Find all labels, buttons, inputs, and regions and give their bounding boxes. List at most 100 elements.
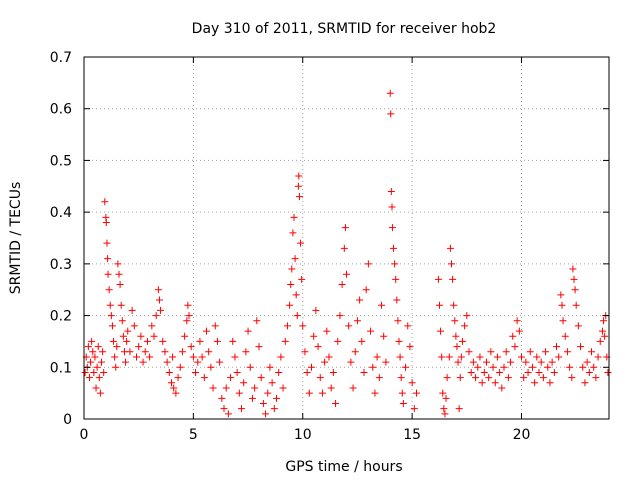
data-point (382, 358, 390, 366)
data-point (327, 384, 335, 392)
data-point (502, 348, 510, 356)
data-point (397, 374, 405, 382)
data-point (438, 353, 446, 361)
data-point (231, 353, 239, 361)
data-point (157, 306, 165, 314)
data-point (478, 379, 486, 387)
data-point (528, 363, 536, 371)
data-point (440, 405, 448, 413)
data-point (463, 312, 471, 320)
data-point (451, 317, 459, 325)
data-point (196, 337, 204, 345)
data-point (233, 368, 241, 376)
data-point (448, 260, 455, 268)
data-point (244, 327, 252, 335)
data-point (340, 244, 348, 252)
y-tick-label: 0.1 (50, 360, 72, 376)
data-point (391, 260, 399, 268)
data-point (522, 358, 530, 366)
data-point (268, 379, 276, 387)
data-point (472, 374, 480, 382)
data-point (189, 353, 197, 361)
data-point (454, 358, 462, 366)
data-point (297, 239, 305, 247)
data-point (480, 368, 488, 376)
data-point (544, 363, 552, 371)
data-point (410, 405, 418, 413)
data-point (561, 332, 569, 340)
data-point (290, 213, 298, 221)
data-point (292, 291, 300, 299)
data-point (170, 384, 178, 392)
data-point (437, 327, 445, 335)
data-point (229, 337, 237, 345)
data-point (513, 317, 521, 325)
data-point (345, 322, 353, 330)
data-point (248, 394, 256, 402)
data-point (579, 363, 587, 371)
data-point (476, 353, 484, 361)
data-point (526, 348, 534, 356)
data-points (81, 89, 612, 418)
data-point (152, 312, 160, 320)
data-point (255, 343, 263, 351)
data-point (85, 374, 93, 382)
data-point (553, 343, 560, 351)
data-point (360, 368, 368, 376)
data-point (443, 374, 451, 382)
data-point (531, 379, 539, 387)
data-point (111, 353, 119, 361)
axis-ticks: 0 5 10 15 20 0 0.1 0.2 0.3 0.4 0.5 0.6 0.7 (50, 50, 609, 443)
data-point (604, 368, 612, 376)
data-point (165, 368, 173, 376)
data-point (148, 322, 156, 330)
data-point (316, 374, 324, 382)
data-point (227, 374, 235, 382)
data-point (187, 343, 195, 351)
data-point (343, 270, 350, 278)
data-point (367, 327, 375, 335)
x-tick-label: 15 (403, 427, 421, 443)
data-point (168, 379, 175, 387)
y-tick-label: 0.2 (50, 309, 72, 325)
data-point (308, 363, 315, 371)
data-point (240, 379, 248, 387)
data-point (213, 337, 221, 345)
data-point (174, 374, 182, 382)
data-point (456, 374, 464, 382)
data-point (216, 358, 224, 366)
data-point (445, 353, 453, 361)
data-point (487, 348, 495, 356)
data-point (583, 358, 591, 366)
data-point (461, 322, 469, 330)
data-point (100, 368, 108, 376)
data-point (483, 358, 490, 366)
data-point (581, 379, 589, 387)
data-point (388, 203, 396, 211)
data-point (99, 348, 107, 356)
data-point (571, 286, 579, 294)
data-point (568, 374, 576, 382)
data-point (585, 368, 593, 376)
data-point (570, 275, 578, 283)
data-point (329, 368, 337, 376)
data-point (289, 229, 297, 237)
data-point (128, 306, 136, 314)
data-point (119, 332, 127, 340)
data-point (277, 353, 285, 361)
data-point (295, 193, 303, 201)
data-point (393, 296, 401, 304)
data-point (380, 332, 388, 340)
data-point (87, 358, 95, 366)
data-point (452, 332, 460, 340)
y-axis-label: SRMTID / TECUs (8, 182, 24, 295)
data-point (455, 405, 463, 413)
data-point (318, 389, 326, 397)
data-point (288, 265, 296, 273)
data-point (133, 353, 140, 361)
data-point (183, 317, 191, 325)
data-point (485, 374, 493, 382)
data-point (124, 327, 132, 335)
x-tick-label: 0 (80, 427, 89, 443)
data-point (353, 317, 361, 325)
